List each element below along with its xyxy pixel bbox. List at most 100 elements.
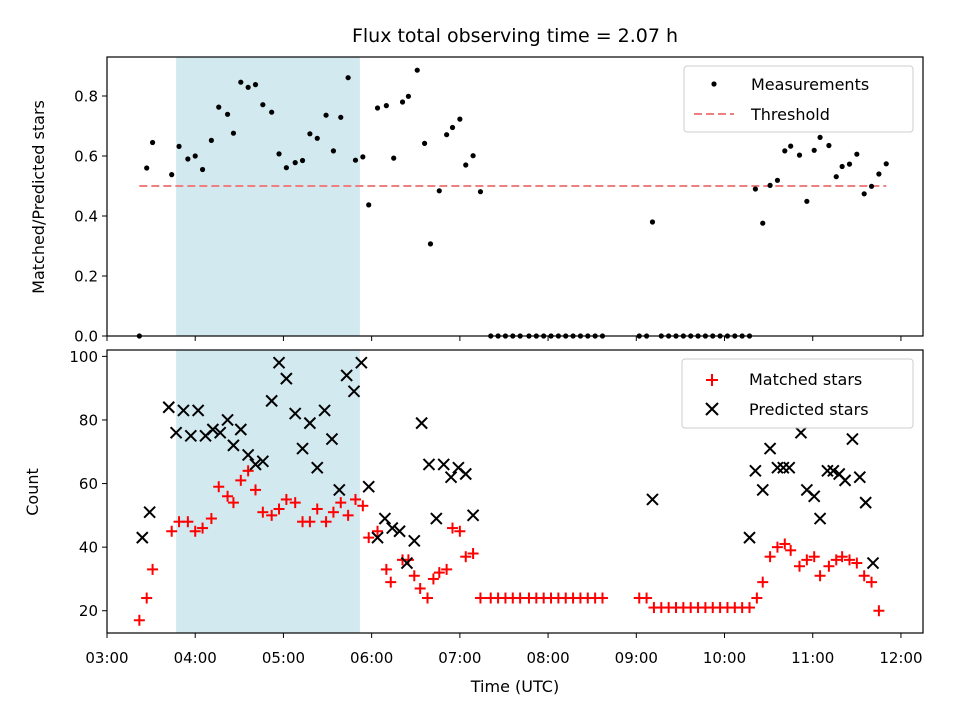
top-shaded-region-group: [176, 57, 360, 336]
x-tick-label: 07:00: [438, 649, 481, 667]
measurement-point: [193, 153, 198, 158]
top-chart-title: Flux total observing time = 2.07 h: [352, 25, 678, 47]
measurement-point: [422, 141, 427, 146]
measurement-point: [338, 115, 343, 120]
measurement-point: [384, 103, 389, 108]
measurement-point: [457, 117, 462, 122]
x-axis-label: Time (UTC): [470, 677, 559, 696]
measurement-point: [450, 125, 455, 130]
measurement-point: [246, 85, 251, 90]
measurement-point: [826, 143, 831, 148]
measurement-point: [323, 113, 328, 118]
measurement-point: [753, 186, 758, 191]
measurement-point: [470, 153, 475, 158]
measurement-point: [817, 135, 822, 140]
y-tick-label: 100: [69, 348, 98, 366]
x-tick-label: 06:00: [350, 649, 393, 667]
legend-threshold-label: Threshold: [750, 105, 830, 124]
measurement-point: [478, 189, 483, 194]
x-tick-label: 04:00: [174, 649, 217, 667]
bottom-shaded-region-group: [176, 350, 360, 633]
x-tick-label: 12:00: [879, 649, 922, 667]
y-tick-label: 0.2: [74, 268, 98, 286]
measurement-point: [854, 152, 859, 157]
measurement-point: [353, 158, 358, 163]
measurement-point: [346, 75, 351, 80]
measurement-point: [834, 174, 839, 179]
bottom-y-axis-label: Count: [23, 468, 42, 516]
legend-predicted-label: Predicted stars: [749, 400, 869, 419]
x-tick-label: 11:00: [791, 649, 834, 667]
legend-measurements-marker: [711, 81, 716, 86]
measurement-point: [406, 94, 411, 99]
measurement-point: [331, 148, 336, 153]
measurement-point: [315, 136, 320, 141]
measurement-point: [293, 160, 298, 165]
y-tick-label: 0.0: [74, 328, 98, 346]
figure: Flux total observing time = 2.07 h 0.0 0.…: [0, 0, 960, 720]
measurement-point: [276, 151, 281, 156]
measurement-point: [804, 199, 809, 204]
y-tick-label: 60: [79, 475, 98, 493]
top-y-axis-label: Matched/Predicted stars: [29, 100, 48, 294]
measurement-point: [300, 158, 305, 163]
measurement-point: [391, 156, 396, 161]
shaded-observing-window: [176, 350, 360, 633]
measurement-point: [797, 153, 802, 158]
x-tick-label: 03:00: [85, 649, 128, 667]
measurement-point: [238, 80, 243, 85]
y-tick-label: 0.6: [74, 148, 98, 166]
measurement-point: [144, 165, 149, 170]
measurement-point: [840, 164, 845, 169]
measurement-point: [360, 154, 365, 159]
measurement-point: [788, 144, 793, 149]
measurement-point: [444, 132, 449, 137]
y-tick-label: 40: [79, 539, 98, 557]
measurement-point: [225, 112, 230, 117]
measurement-point: [782, 148, 787, 153]
measurement-point: [869, 184, 874, 189]
measurement-point: [307, 131, 312, 136]
measurement-point: [884, 161, 889, 166]
measurement-point: [185, 156, 190, 161]
x-tick-label: 05:00: [262, 649, 305, 667]
measurement-point: [176, 144, 181, 149]
measurement-point: [463, 162, 468, 167]
measurement-point: [876, 171, 881, 176]
shaded-observing-window: [176, 57, 360, 336]
measurement-point: [428, 241, 433, 246]
measurement-point: [862, 191, 867, 196]
measurement-point: [437, 188, 442, 193]
y-tick-label: 0.8: [74, 88, 98, 106]
measurement-point: [415, 68, 420, 73]
measurement-point: [400, 99, 405, 104]
legend-matched-label: Matched stars: [749, 370, 862, 389]
measurement-point: [216, 105, 221, 110]
measurement-point: [150, 140, 155, 145]
legend-measurements-label: Measurements: [751, 75, 869, 94]
measurement-point: [284, 165, 289, 170]
measurement-point: [760, 221, 765, 226]
y-tick-label: 80: [79, 411, 98, 429]
measurement-point: [767, 183, 772, 188]
measurement-point: [775, 178, 780, 183]
x-tick-label: 08:00: [526, 649, 569, 667]
top-legend: Measurements Threshold: [684, 66, 913, 132]
measurement-point: [169, 172, 174, 177]
measurement-point: [269, 110, 274, 115]
measurement-point: [812, 148, 817, 153]
x-tick-label: 09:00: [615, 649, 658, 667]
measurement-point: [260, 102, 265, 107]
measurement-point: [231, 131, 236, 136]
measurement-point: [200, 167, 205, 172]
x-tick-label: 10:00: [703, 649, 746, 667]
bottom-legend: Matched stars Predicted stars: [682, 359, 913, 428]
measurement-point: [847, 162, 852, 167]
y-tick-label: 20: [79, 602, 98, 620]
measurement-point: [366, 202, 371, 207]
measurement-point: [253, 82, 258, 87]
measurement-point: [650, 219, 655, 224]
measurement-point: [375, 105, 380, 110]
y-tick-label: 0.4: [74, 208, 98, 226]
measurement-point: [209, 138, 214, 143]
